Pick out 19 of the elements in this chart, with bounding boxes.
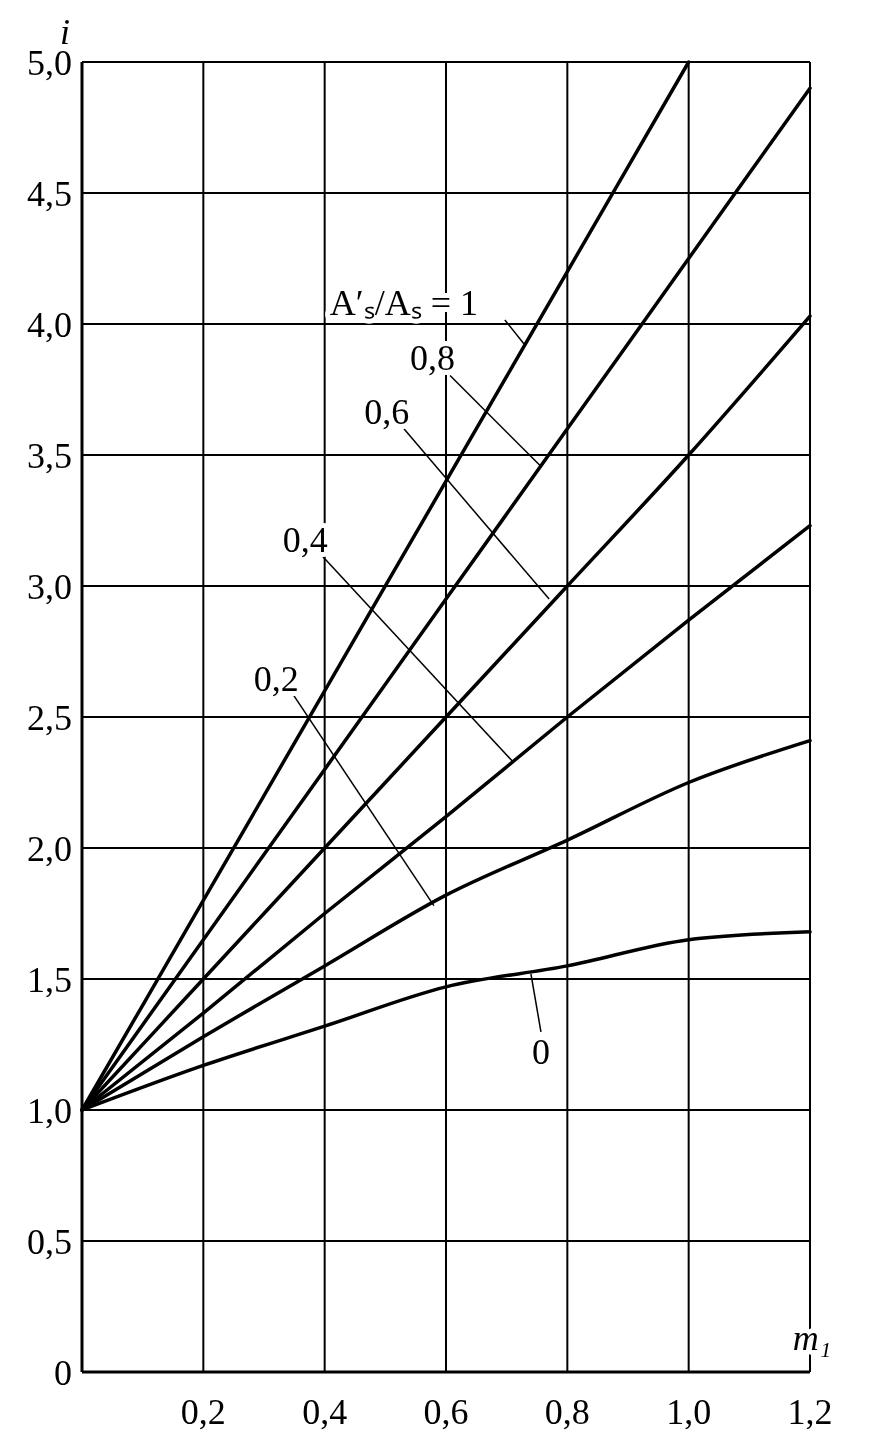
- x-tick-label: 1,2: [787, 1392, 833, 1432]
- y-tick-label: 2,5: [27, 698, 72, 738]
- x-tick-label: 0,2: [180, 1392, 226, 1432]
- x-tick-label: 0,4: [302, 1392, 348, 1432]
- x-tick-label: 0,8: [544, 1392, 590, 1432]
- y-tick-label: 0: [54, 1353, 72, 1393]
- x-tick-label: 1,0: [666, 1392, 712, 1432]
- annotation: 0,6: [364, 392, 410, 433]
- x-tick-label: 0,6: [423, 1392, 469, 1432]
- y-tick-label: 3,0: [27, 567, 72, 607]
- y-tick-label: 3,5: [27, 436, 72, 476]
- y-tick-label: 1,0: [27, 1091, 72, 1131]
- annotation: 0: [531, 1031, 550, 1072]
- y-tick-label: 4,5: [27, 174, 72, 214]
- y-tick-label: 4,0: [27, 305, 72, 345]
- y-tick-label: 0,5: [27, 1222, 72, 1262]
- y-tick-label: 2,0: [27, 829, 72, 869]
- annotation: 0,2: [253, 658, 299, 699]
- y-tick-label: 1,5: [27, 960, 72, 1000]
